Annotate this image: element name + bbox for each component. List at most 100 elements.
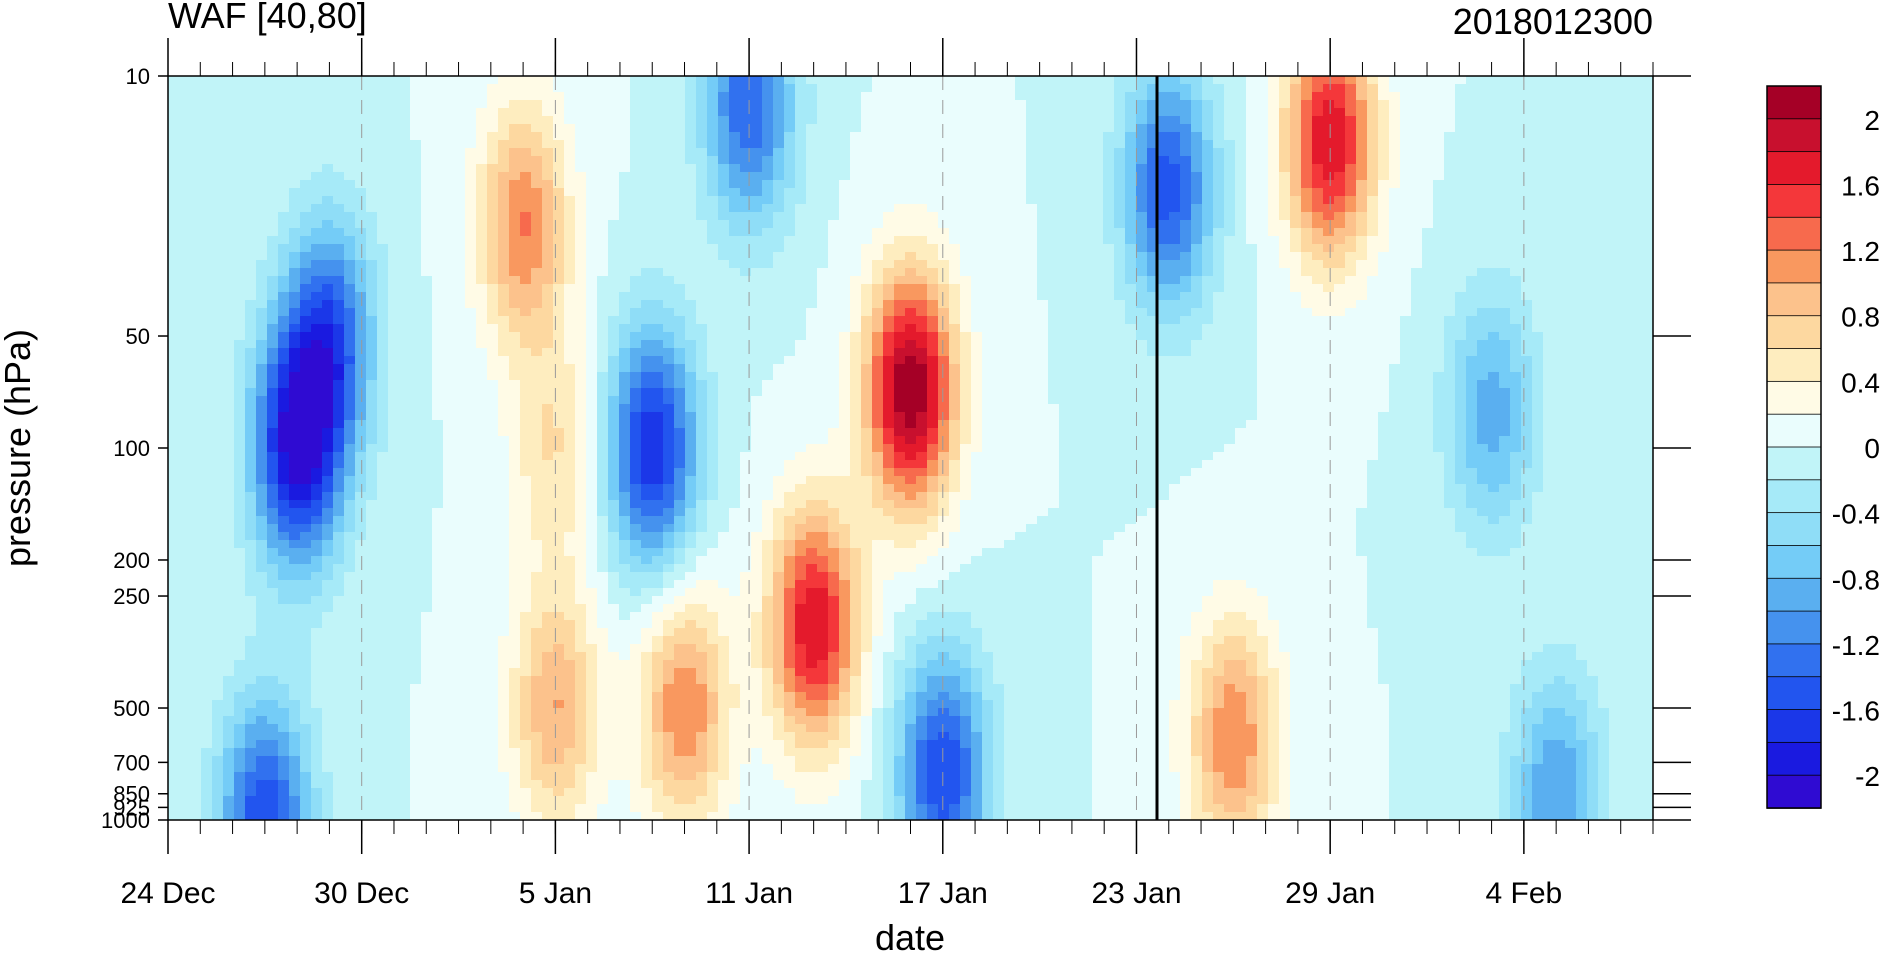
contour-cell	[751, 92, 763, 101]
contour-cell	[1620, 236, 1632, 245]
contour-cell	[245, 108, 257, 117]
contour-cell	[531, 268, 543, 277]
contour-cell	[960, 204, 972, 213]
contour-cell	[1455, 308, 1467, 317]
contour-cell	[597, 124, 609, 133]
contour-cell	[179, 196, 191, 205]
contour-cell	[1224, 108, 1236, 117]
contour-cell	[1070, 244, 1082, 253]
contour-cell	[1543, 76, 1555, 85]
contour-cell	[586, 356, 598, 365]
contour-cell	[1554, 276, 1566, 285]
contour-cell	[839, 188, 851, 197]
contour-cell	[1620, 292, 1632, 301]
contour-cell	[1367, 196, 1379, 205]
contour-cell	[289, 148, 301, 157]
contour-cell	[344, 156, 356, 165]
contour-cell	[1246, 156, 1258, 165]
contour-cell	[1092, 236, 1104, 245]
contour-cell	[1246, 180, 1258, 189]
contour-cell	[630, 236, 642, 245]
contour-cell	[597, 292, 609, 301]
contour-cell	[1345, 180, 1357, 189]
contour-cell	[278, 100, 290, 109]
contour-cell	[630, 364, 642, 373]
contour-cell	[333, 284, 345, 293]
contour-cell	[1125, 148, 1137, 157]
contour-cell	[520, 308, 532, 317]
contour-cell	[1081, 268, 1093, 277]
contour-cell	[465, 260, 477, 269]
contour-cell	[1499, 300, 1511, 309]
contour-cell	[344, 356, 356, 365]
contour-cell	[696, 100, 708, 109]
contour-cell	[1576, 300, 1588, 309]
contour-cell	[1268, 228, 1280, 237]
contour-cell	[1103, 100, 1115, 109]
contour-cell	[1268, 84, 1280, 93]
contour-cell	[168, 284, 180, 293]
contour-cell	[674, 140, 686, 149]
contour-cell	[949, 76, 961, 85]
contour-cell	[1147, 276, 1159, 285]
contour-cell	[553, 180, 565, 189]
contour-cell	[894, 220, 906, 229]
contour-cell	[1631, 316, 1643, 325]
contour-cell	[828, 204, 840, 213]
contour-cell	[1576, 84, 1588, 93]
contour-cell	[1565, 116, 1577, 125]
contour-cell	[1554, 212, 1566, 221]
contour-cell	[1015, 348, 1027, 357]
contour-cell	[421, 164, 433, 173]
contour-cell	[1433, 236, 1445, 245]
contour-cell	[773, 164, 785, 173]
contour-cell	[278, 284, 290, 293]
contour-cell	[1422, 196, 1434, 205]
contour-cell	[795, 236, 807, 245]
contour-cell	[322, 196, 334, 205]
contour-cell	[1081, 148, 1093, 157]
contour-cell	[1323, 292, 1335, 301]
contour-cell	[850, 276, 862, 285]
contour-cell	[1257, 92, 1269, 101]
contour-cell	[509, 324, 521, 333]
contour-cell	[212, 116, 224, 125]
contour-cell	[1576, 188, 1588, 197]
contour-cell	[1037, 116, 1049, 125]
contour-cell	[971, 84, 983, 93]
contour-cell	[674, 292, 686, 301]
contour-cell	[1191, 244, 1203, 253]
contour-cell	[1290, 148, 1302, 157]
contour-cell	[388, 308, 400, 317]
contour-cell	[1345, 100, 1357, 109]
contour-cell	[641, 148, 653, 157]
contour-cell	[707, 284, 719, 293]
contour-cell	[1301, 100, 1313, 109]
contour-cell	[1356, 332, 1368, 341]
contour-cell	[498, 332, 510, 341]
contour-cell	[201, 76, 213, 85]
contour-cell	[982, 252, 994, 261]
contour-cell	[201, 188, 213, 197]
contour-cell	[245, 212, 257, 221]
contour-cell	[311, 204, 323, 213]
contour-cell	[300, 252, 312, 261]
contour-cell	[1367, 108, 1379, 117]
contour-cell	[1587, 132, 1599, 141]
contour-cell	[718, 300, 730, 309]
contour-cell	[762, 124, 774, 133]
contour-cell	[1543, 364, 1555, 373]
contour-cell	[575, 172, 587, 181]
contour-cell	[773, 180, 785, 189]
contour-cell	[553, 212, 565, 221]
contour-cell	[278, 116, 290, 125]
contour-cell	[696, 276, 708, 285]
contour-cell	[762, 324, 774, 333]
contour-cell	[1235, 100, 1247, 109]
contour-cell	[432, 108, 444, 117]
contour-cell	[1125, 260, 1137, 269]
contour-cell	[1103, 332, 1115, 341]
contour-cell	[1345, 260, 1357, 269]
contour-cell	[608, 76, 620, 85]
contour-cell	[1345, 204, 1357, 213]
